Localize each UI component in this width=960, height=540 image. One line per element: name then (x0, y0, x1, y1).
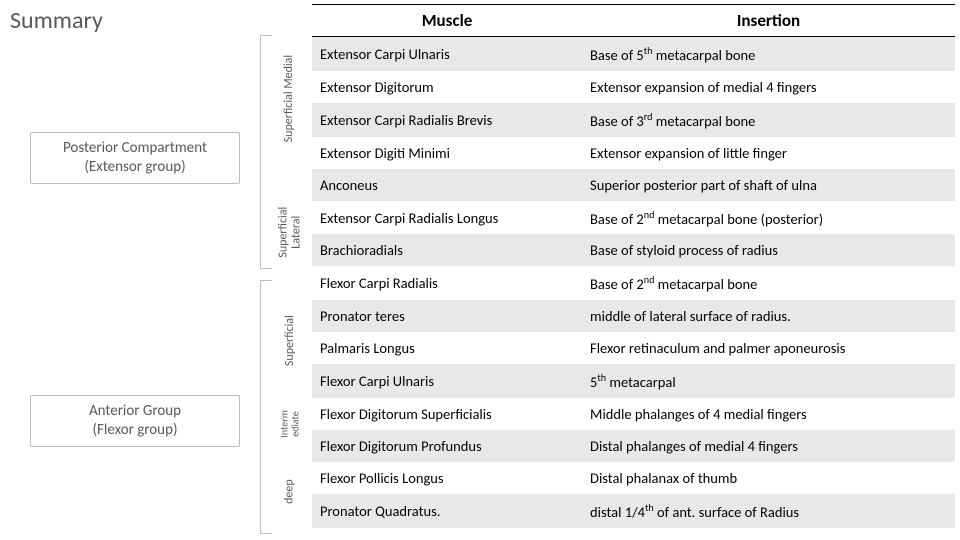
muscle-cell: Pronator teres (312, 300, 582, 332)
posterior-line2: (Extensor group) (84, 158, 185, 176)
vertical-label-text: Superficial Medial (283, 55, 296, 142)
vertical-label: Superficial Medial (275, 34, 305, 164)
table-row: Flexor Carpi Ulnaris5th metacarpal (312, 364, 955, 398)
vertical-label: SuperficialLateral (275, 198, 305, 266)
table-header-row: Muscle Insertion (312, 5, 955, 37)
page-title: Summary (10, 6, 103, 35)
muscle-cell: Extensor Digiti Minimi (312, 137, 582, 169)
muscle-cell: Flexor Carpi Radialis (312, 266, 582, 300)
muscle-cell: Flexor Digitorum Profundus (312, 430, 582, 462)
anterior-line2: (Flexor group) (92, 421, 177, 439)
insertion-cell: 5th metacarpal (582, 364, 955, 398)
vertical-label: deep (275, 444, 305, 539)
insertion-cell: Base of 3rd metacarpal bone (582, 103, 955, 137)
insertion-cell: distal 1/4th of ant. surface of Radius (582, 494, 955, 528)
table-row: Pronator Quadratus.distal 1/4th of ant. … (312, 494, 955, 528)
table-row: Extensor Carpi Radialis BrevisBase of 3r… (312, 103, 955, 137)
insertion-cell: Extensor expansion of little finger (582, 137, 955, 169)
table-row: Extensor Digiti MinimiExtensor expansion… (312, 137, 955, 169)
table-row: Flexor Digitorum ProfundusDistal phalang… (312, 430, 955, 462)
insertion-cell: Base of styloid process of radius (582, 234, 955, 266)
muscle-cell: Flexor Carpi Ulnaris (312, 364, 582, 398)
insertion-cell: Superior posterior part of shaft of ulna (582, 169, 955, 201)
muscle-cell: Extensor Digitorum (312, 71, 582, 103)
muscle-cell: Brachioradials (312, 234, 582, 266)
table-row: BrachioradialsBase of styloid process of… (312, 234, 955, 266)
muscle-cell: Extensor Carpi Radialis Longus (312, 201, 582, 235)
table-row: Flexor Pollicis LongusDistal phalanax of… (312, 462, 955, 494)
header-muscle: Muscle (312, 5, 582, 37)
insertion-cell: Base of 2nd metacarpal bone (posterior) (582, 201, 955, 235)
table-row: Palmaris LongusFlexor retinaculum and pa… (312, 332, 955, 364)
vertical-label: Intermediate (275, 406, 305, 442)
muscle-cell: Palmaris Longus (312, 332, 582, 364)
header-insertion: Insertion (582, 5, 955, 37)
vertical-category-labels: Superficial Medial SuperficialLateral Supe… (275, 34, 305, 538)
vertical-label-text: deep (283, 479, 296, 504)
insertion-cell: middle of lateral surface of radius. (582, 300, 955, 332)
insertion-cell: Middle phalanges of 4 medial fingers (582, 398, 955, 430)
vertical-label-text: Intermediate (279, 410, 301, 437)
table-row: AnconeusSuperior posterior part of shaft… (312, 169, 955, 201)
insertion-cell: Distal phalanges of medial 4 fingers (582, 430, 955, 462)
insertion-cell: Base of 2nd metacarpal bone (582, 266, 955, 300)
muscle-cell: Flexor Pollicis Longus (312, 462, 582, 494)
grouping-bracket (260, 35, 272, 269)
anterior-group-box: Anterior Group (Flexor group) (30, 395, 240, 447)
table-row: Extensor Carpi UlnarisBase of 5th metaca… (312, 37, 955, 71)
muscle-cell: Anconeus (312, 169, 582, 201)
insertion-cell: Flexor retinaculum and palmer aponeurosi… (582, 332, 955, 364)
vertical-label-text: Superficial (283, 315, 296, 366)
table-row: Extensor Carpi Radialis LongusBase of 2n… (312, 201, 955, 235)
muscle-cell: Flexor Digitorum Superficialis (312, 398, 582, 430)
posterior-line1: Posterior Compartment (63, 139, 207, 157)
table-row: Flexor Digitorum SuperficialisMiddle pha… (312, 398, 955, 430)
muscle-cell: Extensor Carpi Ulnaris (312, 37, 582, 71)
insertion-cell: Extensor expansion of medial 4 fingers (582, 71, 955, 103)
muscle-insertion-table: Muscle Insertion Extensor Carpi UlnarisB… (312, 4, 955, 528)
insertion-cell: Distal phalanax of thumb (582, 462, 955, 494)
posterior-compartment-box: Posterior Compartment (Extensor group) (30, 132, 240, 184)
vertical-label-text: SuperficialLateral (277, 207, 303, 258)
muscle-cell: Extensor Carpi Radialis Brevis (312, 103, 582, 137)
muscle-cell: Pronator Quadratus. (312, 494, 582, 528)
muscle-table-wrap: Muscle Insertion Extensor Carpi UlnarisB… (312, 4, 955, 528)
vertical-label: Superficial (275, 278, 305, 403)
table-row: Extensor DigitorumExtensor expansion of … (312, 71, 955, 103)
anterior-line1: Anterior Group (89, 402, 181, 420)
table-row: Pronator teresmiddle of lateral surface … (312, 300, 955, 332)
table-row: Flexor Carpi RadialisBase of 2nd metacar… (312, 266, 955, 300)
insertion-cell: Base of 5th metacarpal bone (582, 37, 955, 71)
grouping-bracket (260, 280, 272, 534)
